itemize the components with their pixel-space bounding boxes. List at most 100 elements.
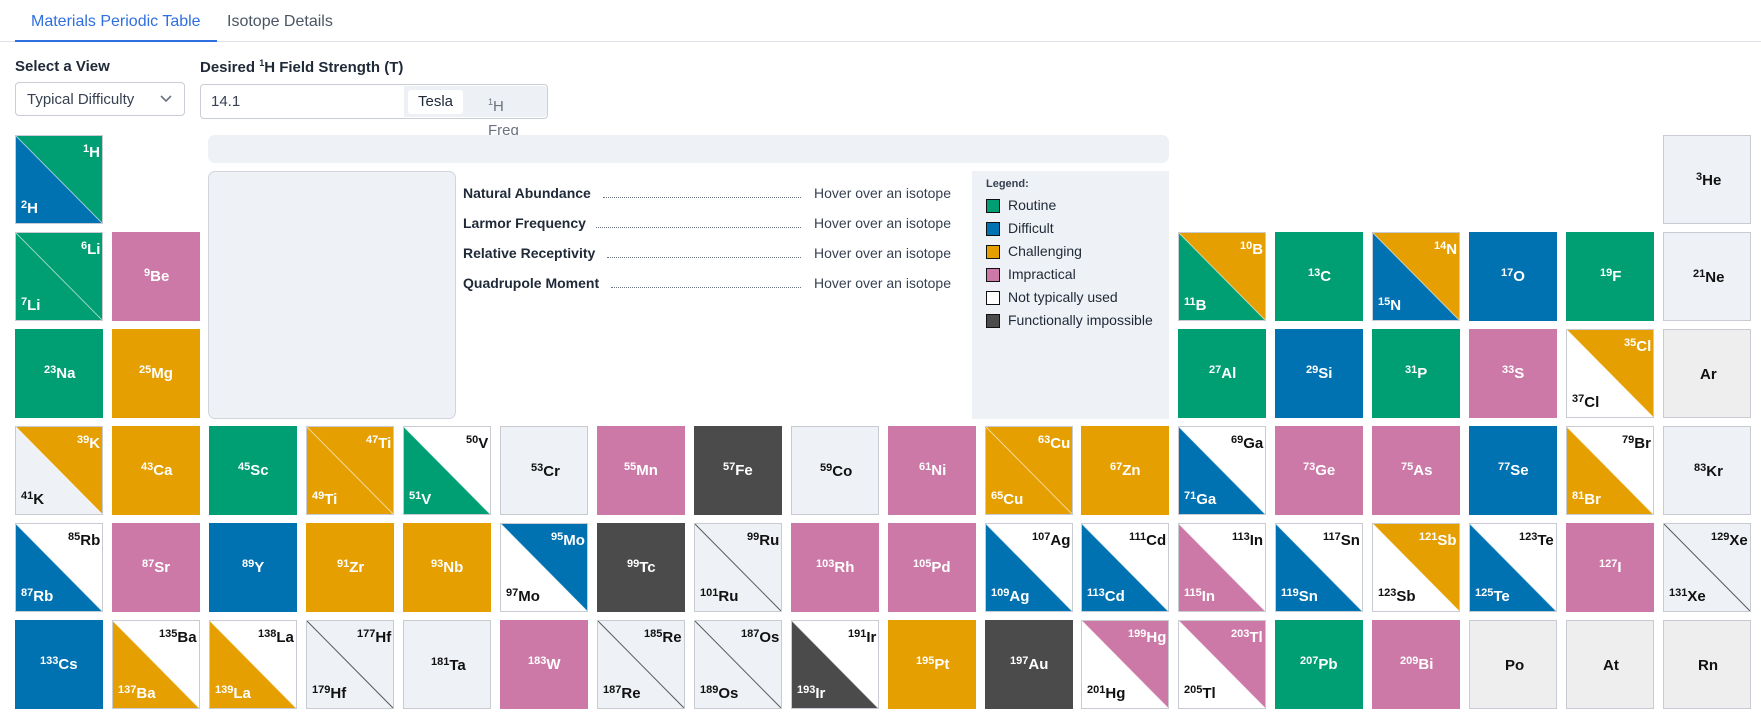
split-cell-graphic xyxy=(986,524,1072,611)
element-cell-na[interactable]: 23Na xyxy=(15,329,103,418)
element-cell-ba[interactable]: 135Ba 137Ba xyxy=(112,620,200,709)
element-symbol: In xyxy=(1249,532,1264,549)
element-cell-p[interactable]: 31P xyxy=(1372,329,1460,418)
element-cell-w[interactable]: 183W xyxy=(500,620,588,709)
element-cell-hg[interactable]: 199Hg 201Hg xyxy=(1081,620,1169,709)
element-cell-b[interactable]: 10B 11B xyxy=(1178,232,1266,321)
element-cell-zn[interactable]: 67Zn xyxy=(1081,426,1169,515)
element-cell-al[interactable]: 27Al xyxy=(1178,329,1266,418)
element-cell-mg[interactable]: 25Mg xyxy=(112,329,200,418)
element-cell-cs[interactable]: 133Cs xyxy=(15,620,103,709)
split-diagonal xyxy=(1567,330,1653,417)
element-cell-fe[interactable]: 57Fe xyxy=(694,426,782,515)
element-cell-v[interactable]: 50V 51V xyxy=(403,426,491,515)
mass-number: 95 xyxy=(551,531,564,543)
legend-swatch xyxy=(986,199,1000,213)
element-cell-ge[interactable]: 73Ge xyxy=(1275,426,1363,515)
element-cell-ca[interactable]: 43Ca xyxy=(112,426,200,515)
element-cell-au[interactable]: 197Au xyxy=(985,620,1073,709)
element-cell-cu[interactable]: 63Cu 65Cu xyxy=(985,426,1073,515)
element-symbol: Nb xyxy=(443,559,464,576)
element-cell-cd[interactable]: 111Cd 113Cd xyxy=(1081,523,1169,612)
element-cell-mo[interactable]: 95Mo 97Mo xyxy=(500,523,588,612)
element-cell-kr[interactable]: 83Kr xyxy=(1663,426,1751,515)
element-cell-at[interactable]: At xyxy=(1566,620,1654,709)
element-cell-rn[interactable]: Rn xyxy=(1663,620,1751,709)
element-cell-ga[interactable]: 69Ga 71Ga xyxy=(1178,426,1266,515)
element-cell-c[interactable]: 13C xyxy=(1275,232,1363,321)
element-symbol: Rn xyxy=(1698,657,1718,674)
mass-number: 79 xyxy=(1622,434,1635,446)
element-cell-sr[interactable]: 87Sr xyxy=(112,523,200,612)
element-cell-zr[interactable]: 91Zr xyxy=(306,523,394,612)
element-cell-nb[interactable]: 93Nb xyxy=(403,523,491,612)
element-cell-as[interactable]: 75As xyxy=(1372,426,1460,515)
split-cell-graphic xyxy=(1567,330,1653,417)
element-cell-li[interactable]: 6Li 7Li xyxy=(15,232,103,321)
element-cell-f[interactable]: 19F xyxy=(1566,232,1654,321)
element-cell-n[interactable]: 14N 15N xyxy=(1372,232,1460,321)
element-cell-tl[interactable]: 203Tl 205Tl xyxy=(1178,620,1266,709)
element-cell-cl[interactable]: 35Cl 37Cl xyxy=(1566,329,1654,418)
element-cell-sb[interactable]: 121Sb 123Sb xyxy=(1372,523,1460,612)
view-select[interactable]: Typical Difficulty xyxy=(15,82,185,116)
element-cell-o[interactable]: 17O xyxy=(1469,232,1557,321)
element-cell-la[interactable]: 138La 139La xyxy=(209,620,297,709)
tab-isotope-details[interactable]: Isotope Details xyxy=(227,13,333,30)
element-cell-i[interactable]: 127I xyxy=(1566,523,1654,612)
element-cell-ru[interactable]: 99Ru 101Ru xyxy=(694,523,782,612)
element-cell-mn[interactable]: 55Mn xyxy=(597,426,685,515)
element-cell-k[interactable]: 39K 41K xyxy=(15,426,103,515)
isotope-label-77Se: 77Se xyxy=(1498,462,1529,479)
element-cell-ag[interactable]: 107Ag 109Ag xyxy=(985,523,1073,612)
element-cell-ta[interactable]: 181Ta xyxy=(403,620,491,709)
element-cell-h[interactable]: 1H 2H xyxy=(15,135,103,224)
element-cell-rh[interactable]: 103Rh xyxy=(791,523,879,612)
isotope-label-115In: 115In xyxy=(1184,588,1215,605)
element-cell-pd[interactable]: 105Pd xyxy=(888,523,976,612)
element-cell-br[interactable]: 79Br 81Br xyxy=(1566,426,1654,515)
element-cell-be[interactable]: 9Be xyxy=(112,232,200,321)
isotope-label-177Hf: 177Hf xyxy=(357,629,391,646)
unit-h-freq-button[interactable]: 1H Freq xyxy=(478,90,547,139)
element-symbol: W xyxy=(546,656,561,673)
element-cell-co[interactable]: 59Co xyxy=(791,426,879,515)
element-cell-os[interactable]: 187Os 189Os xyxy=(694,620,782,709)
element-cell-ti[interactable]: 47Ti 49Ti xyxy=(306,426,394,515)
element-cell-te[interactable]: 123Te 125Te xyxy=(1469,523,1557,612)
unit-tesla-button[interactable]: Tesla xyxy=(408,90,464,114)
element-cell-sn[interactable]: 117Sn 119Sn xyxy=(1275,523,1363,612)
element-cell-se[interactable]: 77Se xyxy=(1469,426,1557,515)
element-cell-rb[interactable]: 85Rb 87Rb xyxy=(15,523,103,612)
element-cell-sc[interactable]: 45Sc xyxy=(209,426,297,515)
element-cell-xe[interactable]: 129Xe 131Xe xyxy=(1663,523,1751,612)
isotope-label-45Sc: 45Sc xyxy=(238,462,269,479)
element-cell-re[interactable]: 185Re 187Re xyxy=(597,620,685,709)
element-cell-y[interactable]: 89Y xyxy=(209,523,297,612)
element-cell-tc[interactable]: 99Tc xyxy=(597,523,685,612)
isotope-label-97Mo: 97Mo xyxy=(506,588,540,605)
element-cell-si[interactable]: 29Si xyxy=(1275,329,1363,418)
element-cell-pt[interactable]: 195Pt xyxy=(888,620,976,709)
element-cell-pb[interactable]: 207Pb xyxy=(1275,620,1363,709)
element-cell-po[interactable]: Po xyxy=(1469,620,1557,709)
field-strength-input[interactable] xyxy=(202,86,402,117)
element-cell-ni[interactable]: 61Ni xyxy=(888,426,976,515)
split-cell-graphic xyxy=(210,621,296,708)
mass-number: 89 xyxy=(242,558,255,570)
element-cell-ne[interactable]: 21Ne xyxy=(1663,232,1751,321)
element-cell-cr[interactable]: 53Cr xyxy=(500,426,588,515)
element-cell-ar[interactable]: Ar xyxy=(1663,329,1751,418)
element-symbol: Tl xyxy=(1202,685,1216,702)
tab-materials-periodic-table[interactable]: Materials Periodic Table xyxy=(15,8,217,42)
split-diagonal xyxy=(1276,524,1362,611)
element-cell-ir[interactable]: 191Ir 193Ir xyxy=(791,620,879,709)
element-cell-hf[interactable]: 177Hf 179Hf xyxy=(306,620,394,709)
mass-number: 99 xyxy=(747,531,760,543)
element-cell-bi[interactable]: 209Bi xyxy=(1372,620,1460,709)
element-cell-s[interactable]: 33S xyxy=(1469,329,1557,418)
element-cell-in[interactable]: 113In 115In xyxy=(1178,523,1266,612)
mass-number: 113 xyxy=(1087,587,1105,599)
mass-number: 63 xyxy=(1038,434,1051,446)
element-cell-he[interactable]: 3He xyxy=(1663,135,1751,224)
